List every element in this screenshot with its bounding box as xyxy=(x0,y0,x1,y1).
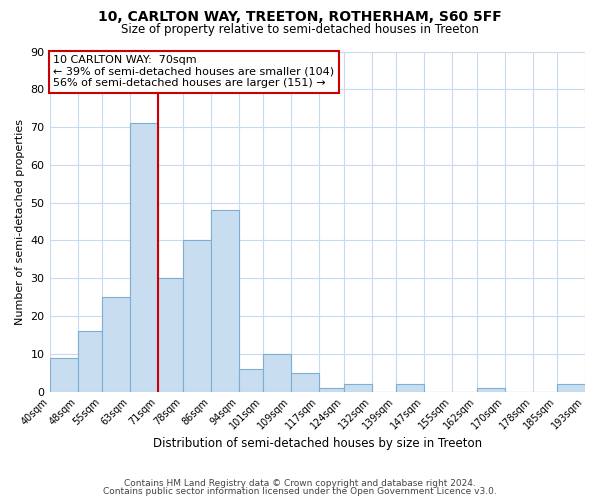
Text: Size of property relative to semi-detached houses in Treeton: Size of property relative to semi-detach… xyxy=(121,22,479,36)
Text: 10 CARLTON WAY:  70sqm
← 39% of semi-detached houses are smaller (104)
56% of se: 10 CARLTON WAY: 70sqm ← 39% of semi-deta… xyxy=(53,56,334,88)
Bar xyxy=(77,331,102,392)
Text: Contains public sector information licensed under the Open Government Licence v3: Contains public sector information licen… xyxy=(103,487,497,496)
Y-axis label: Number of semi-detached properties: Number of semi-detached properties xyxy=(15,118,25,324)
Bar xyxy=(396,384,424,392)
Bar xyxy=(239,369,263,392)
Text: 10, CARLTON WAY, TREETON, ROTHERHAM, S60 5FF: 10, CARLTON WAY, TREETON, ROTHERHAM, S60… xyxy=(98,10,502,24)
Bar xyxy=(50,358,77,392)
Bar xyxy=(344,384,371,392)
Bar xyxy=(130,124,158,392)
Bar xyxy=(211,210,239,392)
Bar xyxy=(319,388,344,392)
Bar xyxy=(291,373,319,392)
Text: Contains HM Land Registry data © Crown copyright and database right 2024.: Contains HM Land Registry data © Crown c… xyxy=(124,478,476,488)
X-axis label: Distribution of semi-detached houses by size in Treeton: Distribution of semi-detached houses by … xyxy=(153,437,482,450)
Bar xyxy=(158,278,182,392)
Bar xyxy=(182,240,211,392)
Bar xyxy=(102,297,130,392)
Bar xyxy=(263,354,291,392)
Bar xyxy=(557,384,585,392)
Bar xyxy=(476,388,505,392)
